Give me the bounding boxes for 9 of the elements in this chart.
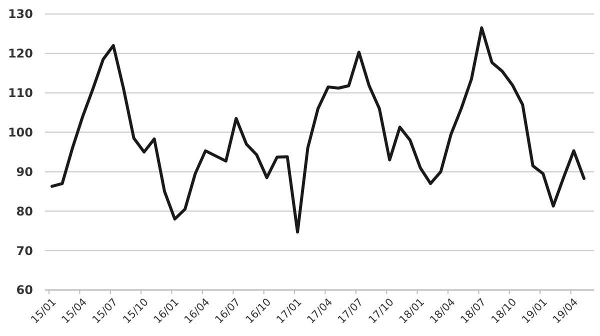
y-tick-label: 60 [16,283,33,298]
y-tick-label: 70 [16,244,33,258]
line-series [50,26,586,234]
y-tick-label: 80 [16,204,33,218]
y-tick-label: 120 [8,46,33,61]
y-tick-label: 110 [8,86,33,100]
y-tick-label: 130 [8,7,33,22]
y-tick-label: 90 [16,164,33,179]
y-tick-label: 100 [8,125,33,140]
